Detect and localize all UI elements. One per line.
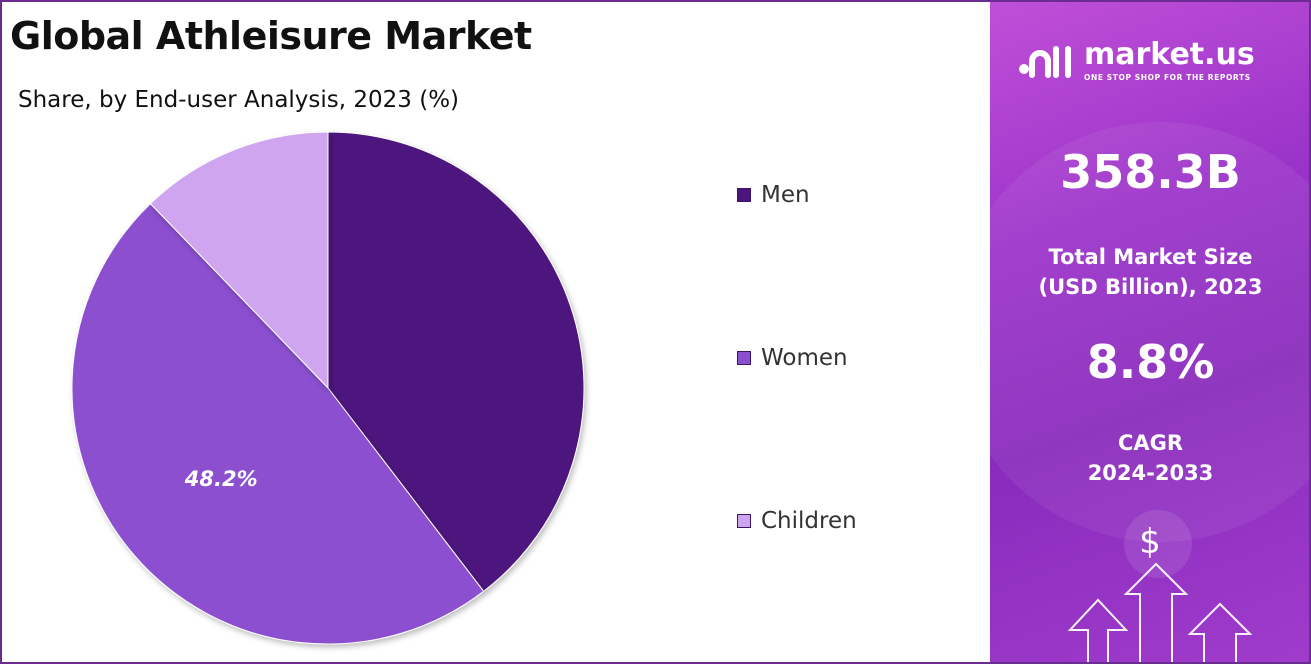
cagr-caption-line-2: 2024-2033: [1087, 461, 1214, 485]
legend-swatch-children: [737, 514, 751, 528]
market-size-caption-line-2: (USD Billion), 2023: [1038, 275, 1263, 299]
legend-label-women: Women: [761, 345, 848, 371]
pie-slice-men: [327, 131, 585, 592]
market-size-caption-line-1: Total Market Size: [1048, 245, 1253, 269]
cagr-value: 8.8%: [1086, 335, 1215, 389]
legend-swatch-men: [737, 188, 751, 202]
pie-slice-children: [149, 131, 329, 390]
legend-item-men: Men: [737, 182, 810, 208]
summary-panel: market.us ONE STOP SHOP FOR THE REPORTS …: [990, 2, 1309, 662]
chart-area: Global Athleisure Market Share, by End-u…: [2, 2, 990, 662]
dollar-icon: $: [1139, 522, 1161, 562]
growth-arrows-decoration: [1067, 510, 1253, 662]
legend-item-children: Children: [737, 508, 857, 534]
chart-title: Global Athleisure Market: [10, 14, 532, 58]
legend-swatch-women: [737, 351, 751, 365]
market-us-logo: market.us ONE STOP SHOP FOR THE REPORTS: [1016, 40, 1255, 82]
pie-data-label-women: 48.2%: [184, 467, 258, 491]
market-size-value: 358.3B: [1060, 145, 1241, 199]
chart-subtitle: Share, by End-user Analysis, 2023 (%): [18, 87, 460, 113]
logo-name: market.us: [1084, 37, 1255, 72]
pie-chart: 48.2%: [71, 131, 585, 645]
logo-mark-icon: [1019, 46, 1071, 78]
logo-tagline: ONE STOP SHOP FOR THE REPORTS: [1084, 73, 1251, 82]
cagr-caption-line-1: CAGR: [1117, 431, 1184, 455]
legend-label-children: Children: [761, 508, 857, 534]
legend-label-men: Men: [761, 182, 810, 208]
arrow-up-center-icon: [1123, 562, 1189, 662]
pie-slice-women: [71, 202, 485, 645]
legend-item-women: Women: [737, 345, 848, 371]
arrow-up-left-icon: [1067, 598, 1129, 662]
coin-icon: [1124, 510, 1192, 578]
arrow-up-right-icon: [1187, 602, 1253, 662]
